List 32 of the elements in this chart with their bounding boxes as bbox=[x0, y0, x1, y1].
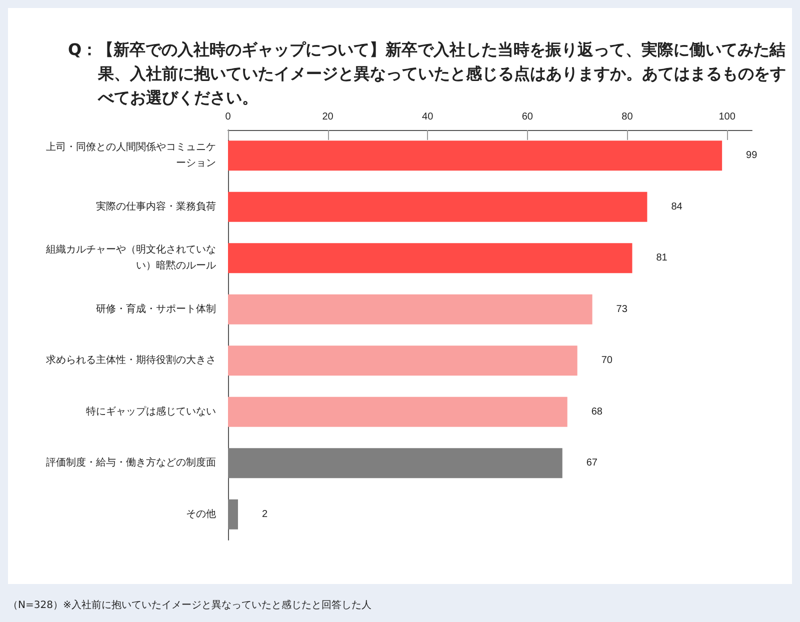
data-label: 70 bbox=[601, 355, 613, 366]
bar bbox=[228, 448, 562, 478]
bar bbox=[228, 346, 578, 376]
x-tick-label: 60 bbox=[522, 112, 534, 122]
chart-title: Q：【新卒での入社時のギャップについて】新卒で入社した当時を振り返って、実際に働いてみた結果、入社前に抱いていたイメージと異なっていたと感じる点はありますか。あてはまるものをすべてお選びください。 bbox=[68, 39, 787, 109]
y-tick-label: 組織カルチャーや（明文化されていない）暗黙のルール bbox=[45, 244, 216, 272]
bar bbox=[228, 396, 568, 427]
y-tick-label: 求められる主体性・期待役割の大きさ bbox=[46, 354, 216, 366]
data-label: 67 bbox=[586, 458, 598, 469]
data-label: 99 bbox=[746, 150, 758, 162]
data-label: 68 bbox=[591, 406, 603, 418]
bar bbox=[228, 192, 648, 222]
y-tick-label: 特にギャップは感じていない bbox=[86, 405, 216, 418]
data-label: 81 bbox=[656, 252, 668, 264]
text: （N=328）※入社前に抱いていたイメージと異なっていたと感じたと回答した人 bbox=[8, 598, 372, 612]
data-label: 84 bbox=[671, 201, 683, 212]
data-label: 73 bbox=[616, 304, 628, 315]
x-tick-label: 100 bbox=[718, 112, 736, 122]
bar bbox=[228, 243, 632, 274]
y-tick-label: 実際の仕事内容・業務負荷 bbox=[96, 200, 216, 212]
y-tick-label: 評価制度・給与・働き方などの制度面 bbox=[46, 456, 216, 469]
x-tick-label: 80 bbox=[622, 112, 634, 122]
bar bbox=[228, 140, 722, 171]
y-tick-label: 研修・育成・サポート体制 bbox=[96, 302, 216, 315]
x-tick-label: 20 bbox=[322, 112, 334, 122]
bar bbox=[228, 499, 238, 530]
x-tick-label: 0 bbox=[225, 112, 232, 122]
bar bbox=[228, 294, 592, 324]
x-tick-label: 40 bbox=[422, 112, 434, 122]
data-label: 2 bbox=[262, 508, 268, 520]
y-tick-label: 上司・同僚との人間関係やコミュニケーション bbox=[46, 141, 216, 170]
y-tick-label: その他 bbox=[186, 508, 216, 520]
